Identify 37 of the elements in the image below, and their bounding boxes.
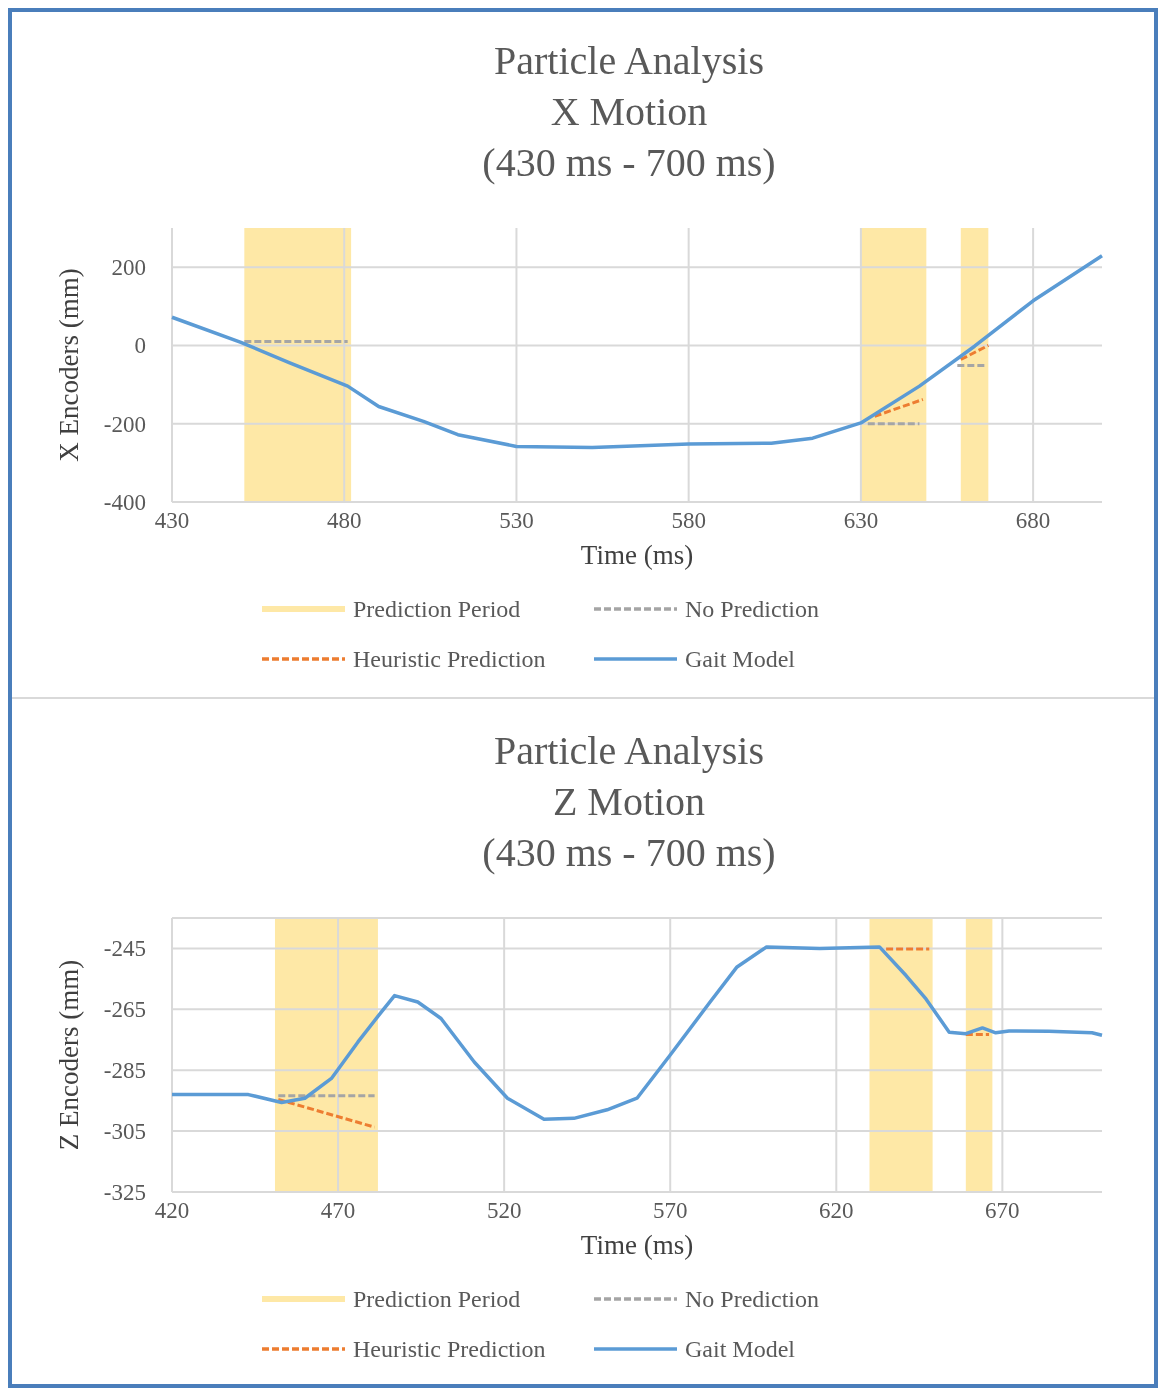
chart-title: Particle Analysis X Motion (430 ms - 700 ms) — [482, 38, 776, 185]
y-tick-label: -265 — [103, 997, 146, 1023]
x-tick-label: 670 — [985, 1198, 1020, 1223]
x-tick-label: 570 — [652, 1198, 688, 1223]
y-axis-title: Z Encoders (mm) — [54, 959, 84, 1151]
y-tick-label: -245 — [103, 936, 146, 962]
legend-label: No Prediction — [685, 1286, 819, 1313]
legend-label: Gait Model — [685, 1336, 796, 1363]
x-tick-label: 480 — [326, 508, 362, 533]
x-tick-label: 520 — [486, 1198, 522, 1223]
y-tick-label: -285 — [103, 1058, 146, 1084]
x-tick-label: 530 — [499, 508, 534, 533]
x-tick-label: 470 — [320, 1198, 356, 1223]
y-tick-label: 0 — [134, 333, 146, 359]
legend-label: Prediction Period — [353, 1286, 521, 1313]
y-tick-label: -400 — [103, 490, 146, 516]
y-axis-title: X Encoders (mm) — [54, 268, 84, 462]
x-tick-label: 430 — [154, 508, 190, 533]
chart-title: Particle Analysis Z Motion (430 ms - 700 ms) — [482, 728, 776, 875]
legend-label: Gait Model — [685, 646, 796, 673]
legend-label: Prediction Period — [353, 596, 521, 623]
x-axis-title: Time (ms) — [580, 1230, 694, 1260]
x-tick-label: 620 — [819, 1198, 854, 1223]
y-tick-label: 200 — [111, 255, 146, 281]
x-tick-label: 630 — [843, 508, 879, 533]
line-series — [170, 945, 1104, 1121]
y-tick-label: -305 — [103, 1119, 146, 1145]
line-series — [170, 254, 1104, 450]
y-tick-label: -200 — [103, 411, 146, 437]
legend-label: No Prediction — [685, 596, 819, 623]
legend-label: Heuristic Prediction — [353, 1336, 546, 1363]
x-tick-label: 420 — [154, 1198, 190, 1223]
x-tick-label: 580 — [671, 508, 706, 533]
y-tick-label: -325 — [103, 1180, 146, 1206]
x-tick-label: 680 — [1015, 508, 1051, 533]
legend-label: Heuristic Prediction — [353, 646, 546, 673]
x-axis-title: Time (ms) — [580, 540, 694, 570]
